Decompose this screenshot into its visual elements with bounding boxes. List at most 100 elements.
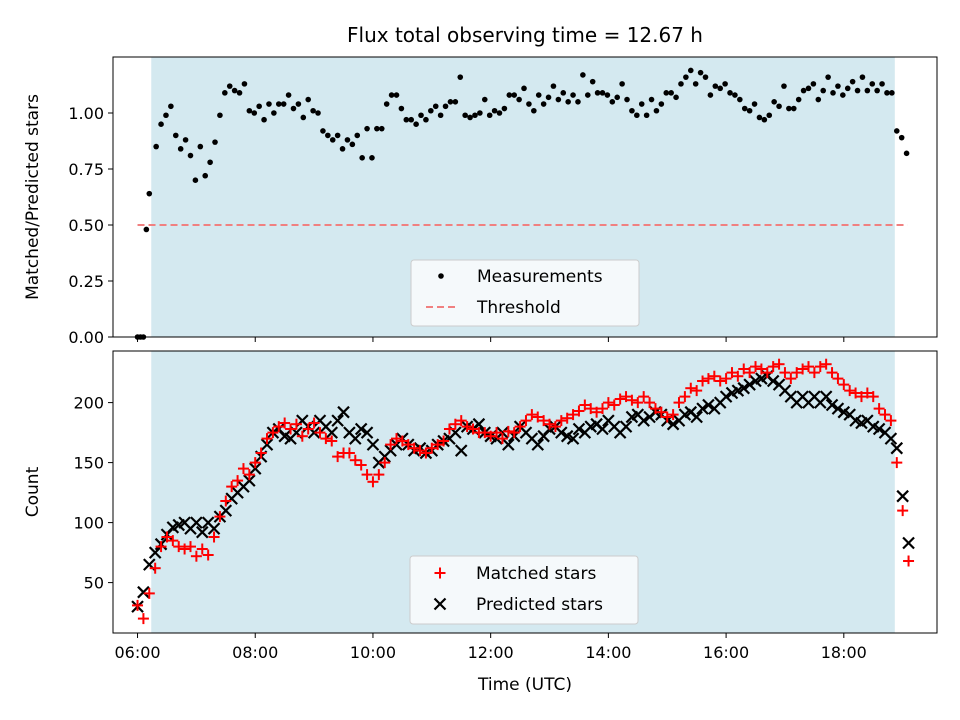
matched-star-point [732, 370, 744, 382]
measurement-point [266, 101, 272, 107]
matched-star-point [667, 409, 679, 421]
matched-star-point [891, 457, 903, 469]
matched-star-point [855, 391, 867, 403]
matched-star-point [426, 442, 438, 454]
count-x-tick-label: 18:00 [821, 643, 867, 662]
matched-star-point [544, 418, 556, 430]
measurement-point [403, 116, 410, 123]
measurement-point [815, 96, 822, 103]
measurement-point [761, 116, 768, 123]
measurement-point [477, 110, 483, 116]
legend-threshold-label: Threshold [476, 298, 561, 318]
matched-star-point [232, 475, 244, 487]
count-y-tick-label: 150 [73, 454, 104, 473]
matched-star-point [561, 412, 573, 424]
predicted-star-point [243, 474, 256, 487]
matched-star-point [702, 373, 714, 385]
measurement-point [246, 107, 253, 114]
matched-star-point [620, 391, 632, 403]
measurement-point [634, 112, 640, 119]
measurement-point [864, 87, 871, 94]
matched-star-point [402, 439, 414, 451]
measurement-point [545, 94, 552, 101]
matched-star-point [549, 421, 561, 433]
matched-star-point [396, 435, 408, 447]
predicted-star-point [766, 374, 780, 388]
matched-star-point [390, 433, 402, 445]
matched-star-point [373, 469, 385, 481]
measurement-point [217, 112, 223, 119]
matched-star-point [785, 373, 797, 385]
matched-star-point [532, 411, 544, 423]
measurement-point [491, 107, 498, 114]
matched-star-point [208, 531, 220, 543]
matched-star-point [167, 535, 179, 547]
measurement-point [310, 107, 316, 114]
measurement-point [364, 125, 370, 132]
matched-star-point [750, 361, 762, 373]
measurement-point [462, 112, 468, 119]
measurement-point [893, 128, 900, 134]
predicted-star-point [219, 504, 233, 517]
measurement-point [212, 139, 218, 145]
measurement-point [231, 87, 238, 94]
measurement-point [854, 87, 861, 94]
predicted-star-point [719, 390, 733, 403]
matched-star-point [738, 363, 750, 375]
matched-star-point [508, 427, 520, 439]
measurement-point [226, 83, 233, 89]
matched-star-point [832, 373, 844, 385]
measurement-point [320, 128, 326, 134]
measurement-point [511, 92, 518, 98]
measurement-point [236, 90, 243, 96]
measurement-point [339, 146, 346, 152]
count-y-tick-label: 50 [84, 574, 104, 593]
count-x-tick-label: 14:00 [585, 643, 631, 662]
matched-star-point [555, 415, 567, 427]
predicted-star-point [195, 525, 209, 539]
measurement-point [168, 103, 174, 110]
measurement-point [648, 96, 655, 103]
matched-star-point [184, 541, 196, 553]
count-x-tick-label: 12:00 [468, 643, 514, 662]
matched-star-point [844, 385, 856, 397]
count-plot-frame [112, 350, 938, 634]
matched-star-point [314, 427, 326, 439]
matched-star-point [173, 541, 185, 553]
ratio-y-axis-label: Matched/Predicted stars [23, 94, 43, 300]
matched-star-point [467, 423, 479, 435]
matched-star-point [585, 403, 597, 415]
matched-star-point [367, 476, 379, 488]
matched-star-point [691, 385, 703, 397]
matched-star-point [237, 463, 249, 475]
matched-star-point [361, 469, 373, 481]
predicted-star-point [454, 444, 468, 457]
matched-star-point [438, 435, 450, 447]
measurement-point [256, 103, 262, 110]
measurement-point [432, 103, 439, 110]
matched-star-point [761, 367, 773, 379]
predicted-star-point [596, 422, 609, 436]
predicted-star-point [207, 522, 221, 535]
count-y-tick-label: 200 [73, 394, 104, 413]
count-y-axis-label: Count [23, 466, 43, 517]
measurement-point [516, 96, 522, 103]
measurement-point [472, 112, 478, 119]
matched-star-point [567, 409, 579, 421]
matched-star-point [802, 361, 814, 373]
count-x-axis: 06:00 08:00 10:00 12:00 14:00 16:00 18:00 [114, 633, 867, 662]
measurement-point [550, 83, 557, 89]
matched-star-point [755, 363, 767, 375]
measurement-point [153, 143, 159, 150]
ratio-y-tick-label: 0.00 [68, 328, 104, 347]
predicted-star-point [831, 402, 845, 415]
predicted-star-point [366, 438, 380, 451]
predicted-star-point [260, 438, 274, 451]
matched-star-point [279, 417, 291, 429]
measurement-point [467, 114, 473, 121]
predicted-star-point [472, 417, 486, 431]
measurement-point [884, 90, 890, 96]
matched-star-point [649, 403, 661, 415]
matched-star-point [861, 387, 873, 399]
